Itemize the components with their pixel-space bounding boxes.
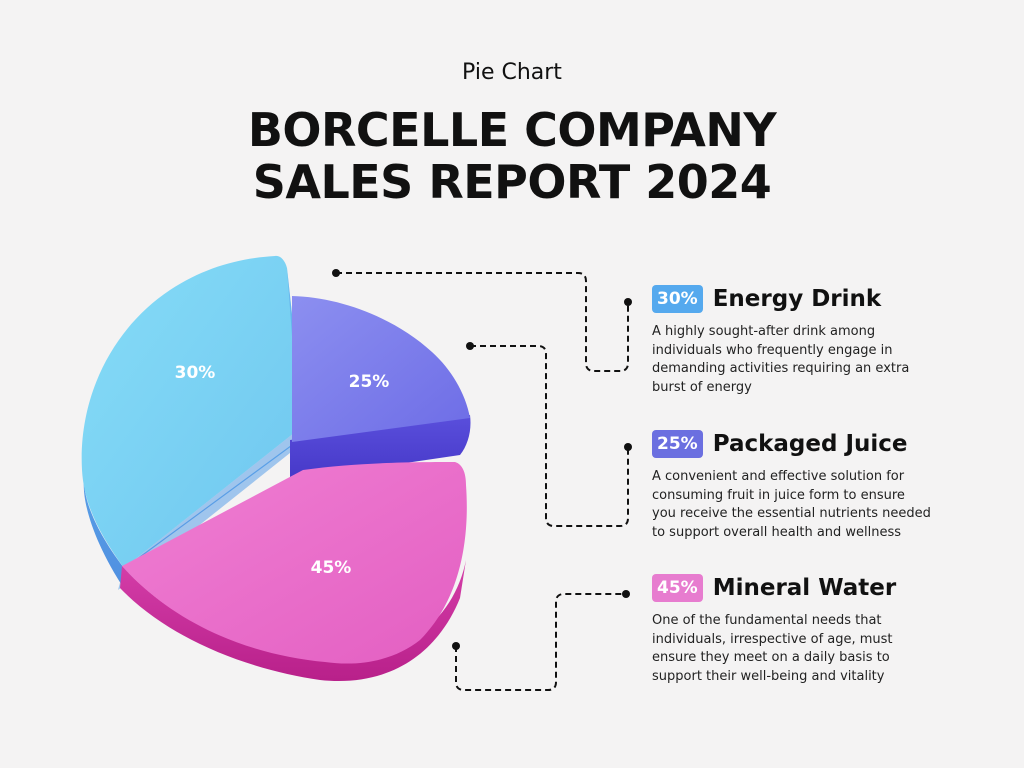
legend-head: 45% Mineral Water [652, 572, 952, 604]
legend-name: Mineral Water [712, 575, 897, 601]
legend-badge: 25% [652, 430, 703, 458]
slice-label-energy-drink: 30% [175, 363, 216, 383]
connector-dot-energy-start [332, 269, 340, 277]
slice-packaged-juice-top [292, 296, 470, 442]
legend-description: A highly sought-after drink among indivi… [652, 324, 910, 395]
slice-packaged-juice [290, 296, 471, 480]
legend-item-packaged-juice: 25% Packaged Juice A convenient and effe… [652, 428, 952, 542]
legend-description: One of the fundamental needs that indivi… [652, 613, 893, 684]
legend-name: Packaged Juice [712, 431, 908, 457]
legend-head: 30% Energy Drink [652, 283, 952, 315]
chart-title: BORCELLE COMPANY SALES REPORT 2024 [0, 104, 1024, 208]
slice-energy-drink-top [81, 255, 304, 568]
connector-mineral-water [455, 593, 626, 691]
title-line-1: BORCELLE COMPANY [247, 103, 777, 157]
connector-dot-juice-start [466, 342, 474, 350]
legend-name: Energy Drink [712, 286, 882, 312]
slice-energy-drink [81, 255, 304, 590]
connector-packaged-juice [470, 345, 629, 527]
slice-mineral-water-top [122, 462, 467, 664]
legend-badge: 30% [652, 285, 703, 313]
slice-packaged-juice-side [290, 415, 471, 480]
slice-label-packaged-juice: 25% [349, 372, 390, 392]
legend-description: A convenient and effective solution for … [652, 469, 931, 540]
legend-head: 25% Packaged Juice [652, 428, 952, 460]
title-line-2: SALES REPORT 2024 [252, 155, 772, 209]
legend-badge: 45% [652, 574, 703, 602]
slice-mineral-water [120, 462, 467, 682]
connector-dot-energy-end [624, 298, 632, 306]
connector-dot-water-end [622, 590, 630, 598]
legend-item-mineral-water: 45% Mineral Water One of the fundamental… [652, 572, 952, 686]
slice-label-mineral-water: 45% [311, 558, 352, 578]
legend-item-energy-drink: 30% Energy Drink A highly sought-after d… [652, 283, 952, 397]
connector-dot-juice-end [624, 443, 632, 451]
chart-subtitle: Pie Chart [462, 60, 562, 85]
connector-energy-drink [336, 272, 629, 372]
connector-dot-water-start [452, 642, 460, 650]
